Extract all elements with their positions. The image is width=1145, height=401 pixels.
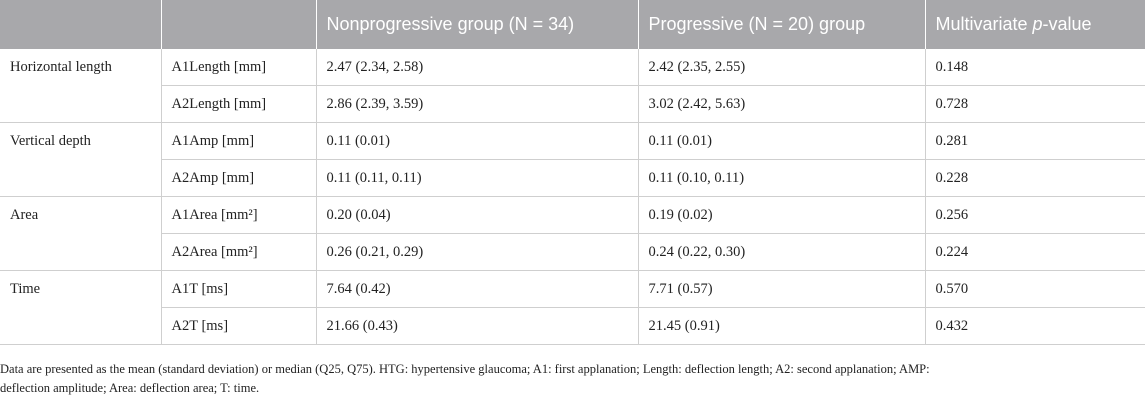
results-table-container: Nonprogressive group (N = 34) Progressiv… xyxy=(0,0,1145,345)
table-row: A2T [ms] 21.66 (0.43) 21.45 (0.91) 0.432 xyxy=(0,307,1145,345)
table-row: A2Length [mm] 2.86 (2.39, 3.59) 3.02 (2.… xyxy=(0,85,1145,123)
param-cell: A2Area [mm²] xyxy=(161,233,317,271)
param-cell: A1Amp [mm] xyxy=(161,122,317,160)
results-table: Nonprogressive group (N = 34) Progressiv… xyxy=(0,0,1145,345)
p-value-cell: 0.228 xyxy=(925,159,1145,197)
prog-cell: 0.24 (0.22, 0.30) xyxy=(638,233,926,271)
param-cell: A2Length [mm] xyxy=(161,85,317,123)
prog-cell: 3.02 (2.42, 5.63) xyxy=(638,85,926,123)
nonprog-cell: 21.66 (0.43) xyxy=(316,307,639,345)
prog-cell: 0.19 (0.02) xyxy=(638,196,926,234)
table-row: Vertical depth A1Amp [mm] 0.11 (0.01) 0.… xyxy=(0,122,1145,197)
p-value-cell: 0.224 xyxy=(925,233,1145,271)
prog-cell: 2.42 (2.35, 2.55) xyxy=(638,49,926,86)
nonprog-cell: 2.47 (2.34, 2.58) xyxy=(316,49,639,86)
header-empty-2 xyxy=(161,0,317,49)
p-value-cell: 0.281 xyxy=(925,122,1145,160)
prog-cell: 21.45 (0.91) xyxy=(638,307,926,345)
prog-cell: 0.11 (0.01) xyxy=(638,122,926,160)
nonprog-cell: 0.26 (0.21, 0.29) xyxy=(316,233,639,271)
header-row: Nonprogressive group (N = 34) Progressiv… xyxy=(0,0,1145,49)
table-row: A2Amp [mm] 0.11 (0.11, 0.11) 0.11 (0.10,… xyxy=(0,159,1145,197)
table-footnote: Data are presented as the mean (standard… xyxy=(0,360,1140,398)
table-row: A2Area [mm²] 0.26 (0.21, 0.29) 0.24 (0.2… xyxy=(0,233,1145,271)
footnote-line-1: Data are presented as the mean (standard… xyxy=(0,362,930,376)
header-multivariate-p: Multivariate p-value xyxy=(925,0,1145,49)
footnote-line-2: deflection amplitude; Area: deflection a… xyxy=(0,381,260,395)
nonprog-cell: 0.20 (0.04) xyxy=(316,196,639,234)
nonprog-cell: 7.64 (0.42) xyxy=(316,270,639,308)
p-value-cell: 0.432 xyxy=(925,307,1145,345)
param-cell: A1Area [mm²] xyxy=(161,196,317,234)
p-value-cell: 0.728 xyxy=(925,85,1145,123)
group-label-time: Time xyxy=(0,270,162,345)
param-cell: A1T [ms] xyxy=(161,270,317,308)
nonprog-cell: 0.11 (0.01) xyxy=(316,122,639,160)
p-value-cell: 0.256 xyxy=(925,196,1145,234)
group-label-area: Area xyxy=(0,196,162,271)
table-row: Horizontal length A1Length [mm] 2.47 (2.… xyxy=(0,49,1145,123)
param-cell: A1Length [mm] xyxy=(161,49,317,86)
header-progressive: Progressive (N = 20) group xyxy=(638,0,926,49)
nonprog-cell: 2.86 (2.39, 3.59) xyxy=(316,85,639,123)
param-cell: A2Amp [mm] xyxy=(161,159,317,197)
param-cell: A2T [ms] xyxy=(161,307,317,345)
p-value-cell: 0.570 xyxy=(925,270,1145,308)
group-label-vertical-depth: Vertical depth xyxy=(0,122,162,197)
p-value-cell: 0.148 xyxy=(925,49,1145,86)
prog-cell: 0.11 (0.10, 0.11) xyxy=(638,159,926,197)
header-empty-1 xyxy=(0,0,162,49)
header-nonprogressive: Nonprogressive group (N = 34) xyxy=(316,0,639,49)
nonprog-cell: 0.11 (0.11, 0.11) xyxy=(316,159,639,197)
table-row: Area A1Area [mm²] 0.20 (0.04) 0.19 (0.02… xyxy=(0,196,1145,271)
group-label-horizontal-length: Horizontal length xyxy=(0,49,162,123)
table-row: Time A1T [ms] 7.64 (0.42) 7.71 (0.57) 0.… xyxy=(0,270,1145,345)
prog-cell: 7.71 (0.57) xyxy=(638,270,926,308)
